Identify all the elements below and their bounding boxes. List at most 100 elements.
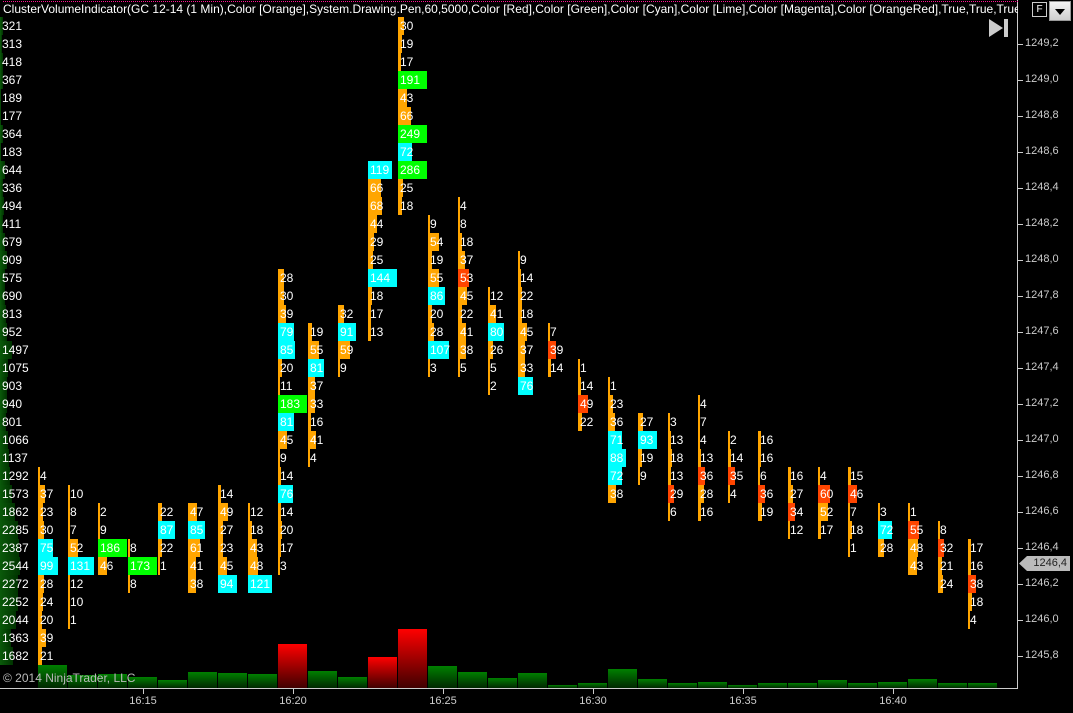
volume-bar [38,575,44,593]
price-tick [1018,296,1023,297]
volume-value: 2 [730,433,737,447]
volume-bar [68,611,70,629]
volume-value: 18 [850,523,864,537]
volume-bar [518,359,525,377]
skip-to-end-icon[interactable] [988,18,1010,38]
bar-volume-16:18 [218,673,247,688]
volume-value: 4 [700,397,707,411]
volume-bar [278,269,284,287]
volume-value: 1 [910,505,917,519]
volume-value: 87 [160,523,174,537]
highlight-box [818,485,830,503]
bar-volume-16:12 [38,664,67,688]
volume-value: 46 [100,559,114,573]
volume-value: 24 [40,595,54,609]
volume-value: 1 [70,613,77,627]
volume-value: 14 [520,271,534,285]
bar-volume-16:41 [908,679,937,688]
chevron-down-icon[interactable] [1049,1,1071,21]
volume-bar [98,521,100,539]
volume-value: 13 [670,433,684,447]
volume-bar [638,449,642,467]
volume-bar [788,521,791,539]
volume-value: 43 [910,559,924,573]
volume-value: 16 [310,415,324,429]
volume-value: 29 [670,487,684,501]
volume-bar [158,503,163,521]
volume-value: 18 [370,289,384,303]
volume-bar [368,215,377,233]
price-total-bar [0,629,11,647]
volume-bar [428,269,439,287]
volume-value: 4 [730,487,737,501]
volume-bar [938,521,940,539]
volume-bar [98,557,108,575]
highlight-box [398,161,427,179]
f-button[interactable]: F [1032,2,1047,17]
highlight-box [728,467,735,485]
bar-volume-16:22 [338,676,367,688]
volume-bar [608,413,616,431]
volume-value: 34 [790,505,804,519]
volume-value: 38 [460,343,474,357]
volume-bar [38,521,44,539]
volume-value: 16 [970,559,984,573]
volume-value: 107 [430,343,451,357]
volume-value: 37 [310,379,324,393]
volume-value: 81 [310,361,324,375]
volume-value: 55 [310,343,324,357]
bar-volume-16:16 [158,680,187,688]
volume-value: 17 [970,541,984,555]
price-total-label: 940 [2,397,23,411]
volume-value: 186 [100,541,121,555]
volume-bar [548,323,550,341]
price-total-bar [0,647,14,665]
highlight-box [398,71,427,89]
volume-bar [38,629,46,647]
volume-value: 23 [220,541,234,555]
volume-bar [278,449,280,467]
volume-value: 4 [970,613,977,627]
price-tick [1018,368,1023,369]
volume-bar [38,503,43,521]
volume-bar [338,305,345,323]
price-total-label: 313 [2,37,23,51]
price-tick [1018,656,1023,657]
volume-value: 20 [280,361,294,375]
volume-bar [728,449,731,467]
volume-value: 41 [310,433,324,447]
volume-value: 46 [850,487,864,501]
volume-value: 10 [70,595,84,609]
volume-value: 41 [190,559,204,573]
volume-value: 12 [70,577,84,591]
price-total-bar [0,503,15,521]
time-tick [293,689,294,694]
volume-value: 28 [280,271,294,285]
volume-value: 20 [40,613,54,627]
volume-bar [758,503,762,521]
volume-value: 37 [460,253,474,267]
highlight-box [38,557,58,575]
price-tick-label: 1246,6 [1025,505,1059,517]
volume-bar [278,287,284,305]
highlight-box [428,287,446,305]
volume-bar [878,503,880,521]
volume-value: 3 [280,559,287,573]
volume-bar [848,539,850,557]
bar-volume-16:23 [368,656,397,688]
price-total-label: 189 [2,91,23,105]
price-tick [1018,224,1023,225]
volume-value: 20 [280,523,294,537]
volume-value: 14 [550,361,564,375]
volume-value: 10 [70,487,84,501]
volume-bar [188,503,198,521]
price-tick-label: 1248,6 [1025,145,1059,157]
volume-bar [848,521,852,539]
price-total-bar [0,269,5,287]
volume-bar [248,503,251,521]
volume-value: 55 [910,523,924,537]
volume-bar [548,359,551,377]
volume-value: 52 [820,505,834,519]
highlight-box [938,539,945,557]
